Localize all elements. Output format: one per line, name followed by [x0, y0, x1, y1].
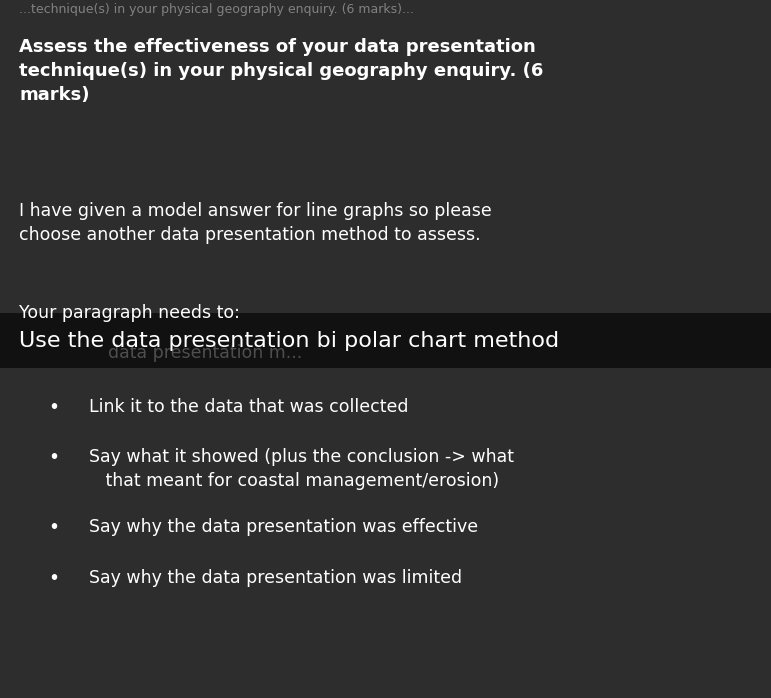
Text: •: •: [49, 398, 59, 417]
Text: Use the data presentation bi polar chart method: Use the data presentation bi polar chart…: [19, 331, 560, 350]
Text: Say why the data presentation was effective: Say why the data presentation was effect…: [89, 518, 478, 536]
Text: ...technique(s) in your physical geography enquiry. (6 marks)...: ...technique(s) in your physical geograp…: [19, 3, 414, 17]
Text: Link it to the data that was collected: Link it to the data that was collected: [89, 398, 408, 416]
Text: •: •: [49, 518, 59, 537]
Text: •: •: [49, 448, 59, 467]
Text: Say why the data presentation was limited: Say why the data presentation was limite…: [89, 569, 462, 587]
FancyBboxPatch shape: [0, 313, 771, 368]
Text: Your paragraph needs to:: Your paragraph needs to:: [19, 304, 240, 322]
Text: I have given a model answer for line graphs so please
choose another data presen: I have given a model answer for line gra…: [19, 202, 492, 244]
Text: •: •: [49, 569, 59, 588]
Text: Say what it showed (plus the conclusion -> what
   that meant for coastal manage: Say what it showed (plus the conclusion …: [89, 448, 513, 490]
Text: Assess the effectiveness of your data presentation
technique(s) in your physical: Assess the effectiveness of your data pr…: [19, 38, 544, 103]
Text: data presentation m...: data presentation m...: [108, 344, 302, 362]
